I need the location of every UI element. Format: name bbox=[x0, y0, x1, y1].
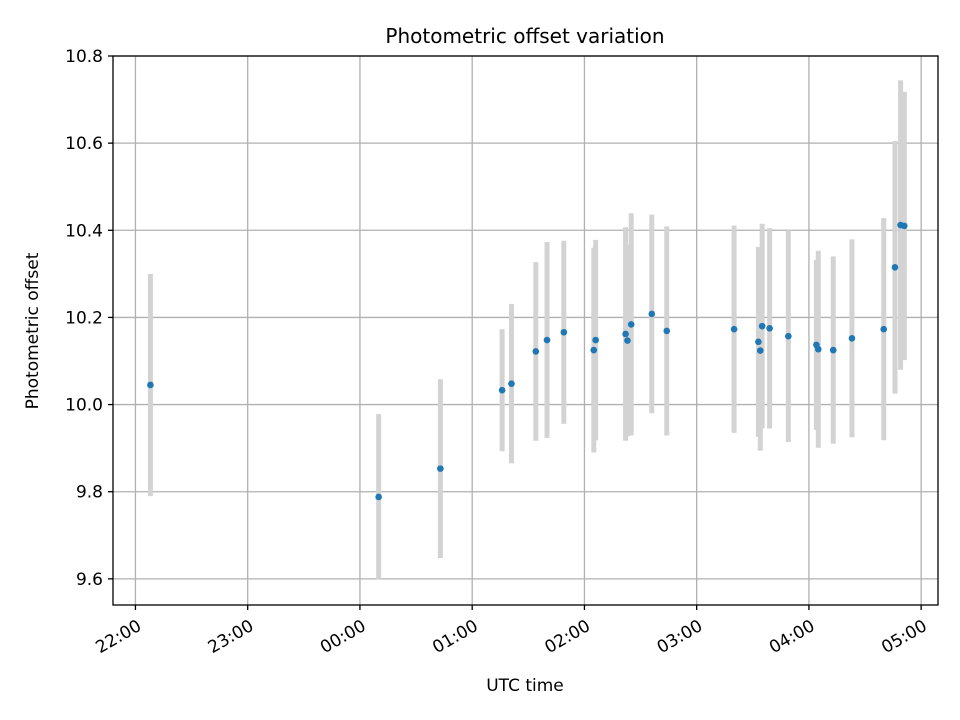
data-point bbox=[756, 347, 764, 354]
data-point bbox=[891, 264, 899, 271]
data-point bbox=[901, 222, 908, 230]
chart-title: Photometric offset variation bbox=[385, 24, 664, 48]
data-point bbox=[543, 336, 551, 344]
data-point bbox=[766, 325, 773, 332]
data-point bbox=[532, 348, 540, 355]
data-point bbox=[829, 346, 837, 354]
data-point bbox=[648, 310, 656, 318]
y-tick-label: 10.4 bbox=[65, 221, 103, 241]
x-axis-title: UTC time bbox=[486, 676, 564, 696]
data-point bbox=[498, 386, 506, 394]
y-tick-label: 10.2 bbox=[65, 308, 103, 328]
y-tick-label: 9.8 bbox=[76, 483, 103, 503]
data-point bbox=[730, 325, 738, 333]
data-point bbox=[880, 325, 888, 333]
y-tick-label: 10.8 bbox=[65, 47, 103, 67]
data-point bbox=[560, 328, 568, 336]
data-point bbox=[663, 327, 671, 335]
data-point bbox=[592, 336, 599, 344]
data-point bbox=[785, 332, 792, 340]
data-point bbox=[814, 345, 822, 353]
data-point bbox=[375, 493, 382, 501]
y-axis-title: Photometric offset bbox=[23, 252, 43, 409]
data-point bbox=[622, 330, 629, 338]
data-point bbox=[755, 338, 762, 346]
data-points bbox=[147, 221, 908, 501]
data-point bbox=[624, 337, 631, 344]
data-point bbox=[627, 321, 635, 328]
data-point bbox=[590, 346, 598, 354]
y-tick-label: 9.6 bbox=[76, 570, 103, 590]
data-point bbox=[758, 322, 766, 330]
data-point bbox=[848, 335, 856, 342]
data-point bbox=[437, 465, 444, 472]
y-tick-label: 10.0 bbox=[65, 396, 103, 416]
y-tick-label: 10.6 bbox=[65, 134, 103, 154]
plot-frame bbox=[112, 55, 939, 606]
data-point bbox=[508, 380, 515, 387]
data-point bbox=[147, 381, 154, 389]
